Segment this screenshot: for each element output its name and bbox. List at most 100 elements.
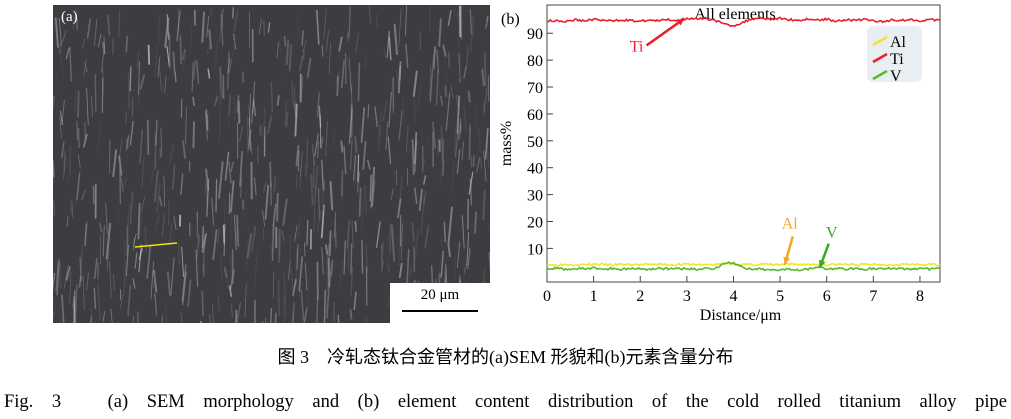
sem-streak <box>411 221 415 242</box>
sem-streak <box>112 149 117 178</box>
sem-streak <box>96 129 101 153</box>
sem-streak <box>468 171 474 195</box>
sem-streak <box>53 302 57 323</box>
sem-streak <box>78 276 82 288</box>
sem-streak <box>296 244 299 270</box>
scale-bar-line <box>402 310 478 312</box>
sem-streak <box>163 175 166 207</box>
sem-streak <box>173 215 177 231</box>
sem-streak <box>456 95 461 135</box>
sem-streak <box>269 307 273 323</box>
sem-streak <box>207 68 211 79</box>
plot-frame <box>546 4 941 283</box>
sem-streak <box>138 244 142 273</box>
sem-streak <box>248 117 251 152</box>
sem-streak <box>102 314 105 323</box>
sem-streak <box>387 226 391 259</box>
sem-streak <box>61 141 65 159</box>
sem-streak <box>298 165 303 189</box>
sem-streak <box>136 51 140 69</box>
sem-streak <box>353 155 356 181</box>
sem-streak <box>283 299 285 323</box>
sem-streak <box>414 139 418 172</box>
sem-streak <box>450 162 455 194</box>
sem-streak <box>101 42 106 55</box>
sem-streak <box>319 114 322 148</box>
x-axis-label: Distance/μm <box>700 307 782 324</box>
sem-streak <box>227 51 230 90</box>
sem-streak <box>225 266 229 290</box>
sem-streak <box>154 292 158 316</box>
sem-streak <box>80 244 84 270</box>
sem-streak <box>201 232 207 253</box>
sem-streak <box>205 109 209 131</box>
sem-streak <box>316 9 320 45</box>
sem-streak <box>193 59 196 80</box>
sem-streak <box>380 261 385 273</box>
sem-streak <box>429 65 431 100</box>
x-tick-label: 2 <box>636 288 644 305</box>
sem-streak <box>146 119 150 156</box>
sem-streak <box>54 17 59 48</box>
sem-streak <box>177 243 181 265</box>
chart-title: All elements <box>694 6 775 23</box>
sem-streak <box>346 219 351 249</box>
sem-streak <box>158 55 161 66</box>
sem-streak <box>125 35 129 53</box>
sem-streak <box>349 308 353 320</box>
sem-streak <box>230 40 236 64</box>
y-tick-label: 90 <box>527 26 543 43</box>
sem-streak <box>262 210 266 227</box>
sem-streak <box>274 312 277 323</box>
sem-streak <box>93 258 98 280</box>
sem-streak <box>146 244 152 279</box>
sem-streak <box>133 187 135 217</box>
sem-streak <box>119 294 124 309</box>
sem-streak <box>278 40 283 54</box>
legend-swatch-v <box>872 69 888 81</box>
sem-streak <box>166 45 170 67</box>
sem-streak <box>228 161 232 184</box>
sem-streak <box>478 127 481 153</box>
y-tick-label: 50 <box>527 134 543 151</box>
sem-streak <box>296 248 302 286</box>
sem-streak <box>336 75 339 97</box>
sem-streak <box>147 44 151 65</box>
sem-streak <box>160 127 163 157</box>
sem-streak <box>130 192 133 225</box>
sem-streak <box>364 184 368 214</box>
sem-streak <box>450 86 454 98</box>
sem-streak <box>343 240 346 275</box>
sem-streak <box>468 124 471 160</box>
sem-streak <box>329 180 334 211</box>
sem-streak <box>233 97 236 121</box>
sem-streak <box>351 220 354 249</box>
sem-streak <box>212 229 218 260</box>
sem-streak <box>298 283 303 297</box>
sem-streak <box>332 128 335 148</box>
sem-streak <box>171 164 176 191</box>
sem-streak <box>239 150 243 187</box>
sem-streak <box>397 198 402 219</box>
sem-streak <box>72 8 77 30</box>
sem-streak <box>488 252 490 274</box>
sem-streak <box>349 139 353 171</box>
sem-streak <box>158 61 162 91</box>
sem-streak <box>174 72 177 83</box>
sem-streak <box>218 108 222 143</box>
sem-streak <box>385 121 389 151</box>
sem-streak <box>144 225 148 254</box>
sem-streak <box>180 173 184 196</box>
sem-streak <box>120 176 124 193</box>
sem-streak <box>53 272 56 293</box>
sem-streak <box>334 219 337 248</box>
sem-streak <box>301 30 304 46</box>
sem-streak <box>483 87 488 112</box>
sem-streak <box>360 196 365 230</box>
caption-chinese: 图 3 冷轧态钛合金管材的(a)SEM 形貌和(b)元素含量分布 <box>277 347 734 367</box>
sem-streak <box>219 254 224 282</box>
sem-streak <box>377 111 382 150</box>
sem-streak <box>86 87 89 125</box>
sem-streak <box>81 38 86 50</box>
sem-streak <box>302 40 307 53</box>
